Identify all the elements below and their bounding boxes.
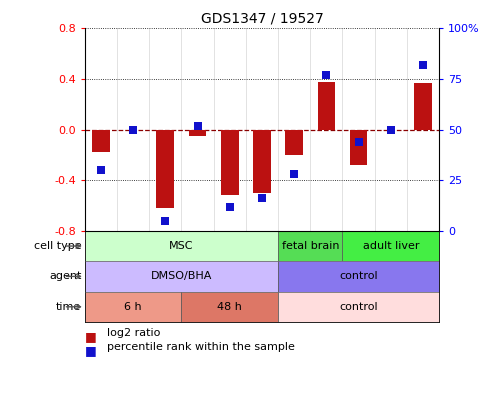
Text: ■: ■ [85,344,97,357]
Text: control: control [339,302,378,312]
Text: fetal brain: fetal brain [281,241,339,251]
Text: time: time [56,302,81,312]
Point [258,195,266,202]
Bar [350,130,367,165]
Text: agent: agent [49,271,81,281]
Bar [278,231,342,261]
Point [97,167,105,173]
Text: 48 h: 48 h [218,302,242,312]
Point [387,126,395,133]
Bar [278,261,439,292]
Point [290,171,298,177]
Bar [253,130,271,193]
Bar [221,130,239,196]
Bar [317,81,335,130]
Bar [85,292,182,322]
Bar [182,292,278,322]
Text: ■: ■ [85,330,97,343]
Text: DMSO/BHA: DMSO/BHA [151,271,212,281]
Point [419,62,427,68]
Bar [414,83,432,130]
Bar [85,231,278,261]
Text: MSC: MSC [169,241,194,251]
Text: control: control [339,271,378,281]
Text: 6 h: 6 h [124,302,142,312]
Text: percentile rank within the sample: percentile rank within the sample [107,342,295,352]
Point [322,72,330,78]
Bar [157,130,174,208]
Point [226,203,234,210]
Point [355,139,363,145]
Text: log2 ratio: log2 ratio [107,328,161,338]
Bar [342,231,439,261]
Point [161,217,169,224]
Bar [85,261,278,292]
Title: GDS1347 / 19527: GDS1347 / 19527 [201,12,323,26]
Bar [278,292,439,322]
Bar [92,130,110,152]
Bar [285,130,303,155]
Text: adult liver: adult liver [363,241,419,251]
Point [194,122,202,129]
Text: cell type: cell type [33,241,81,251]
Bar [189,130,207,136]
Point [129,126,137,133]
